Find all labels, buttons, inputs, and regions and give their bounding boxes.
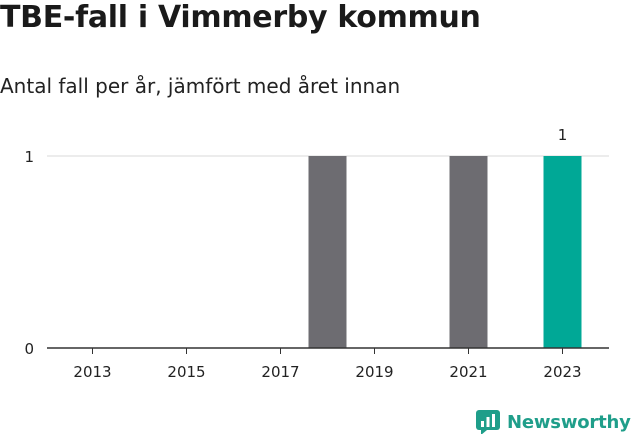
y-tick-label: 0: [24, 340, 34, 358]
x-tick-label: 2015: [167, 363, 205, 381]
x-tick-label: 2023: [543, 363, 581, 381]
x-tick-label: 2017: [261, 363, 299, 381]
brand-name: Newsworthy: [507, 411, 631, 433]
chart-subtitle: Antal fall per år, jämfört med året inna…: [0, 74, 401, 98]
chart-title: TBE-fall i Vimmerby kommun: [0, 0, 481, 35]
bar: [308, 156, 347, 348]
data-label: 1: [558, 126, 568, 144]
x-tick-label: 2021: [449, 363, 487, 381]
newsworthy-logo-icon: [476, 410, 500, 434]
newsworthy-logo: Newsworthy: [476, 408, 631, 436]
y-tick-label: 1: [24, 148, 34, 166]
bar-chart: 0 1 1 2013 2015 2017 2019 2021 2023: [24, 126, 609, 381]
bar: [543, 156, 582, 348]
x-tick-label: 2019: [355, 363, 393, 381]
x-tick-label: 2013: [73, 363, 111, 381]
bar: [449, 156, 488, 348]
